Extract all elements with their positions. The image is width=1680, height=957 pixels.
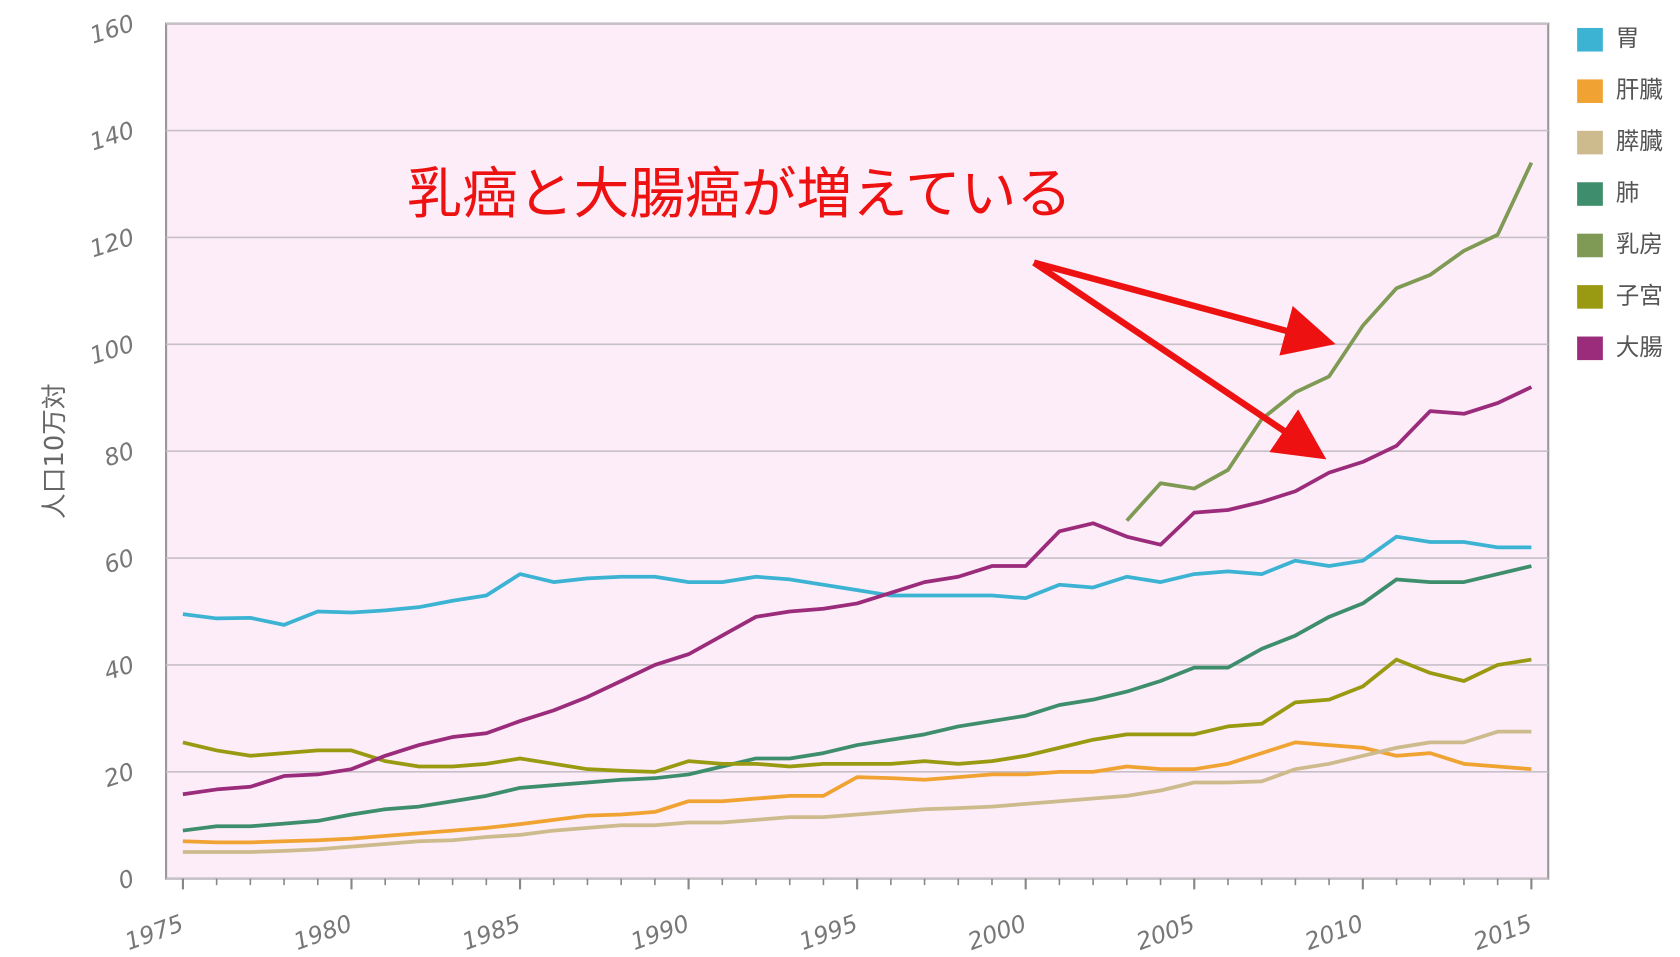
legend-swatch	[1577, 79, 1603, 103]
series-line	[182, 657, 1532, 774]
series-line	[182, 564, 1532, 833]
legend-label: 胃	[1616, 24, 1640, 52]
y-tick-label: 40	[101, 650, 138, 686]
x-tick-label: 2010	[1301, 909, 1367, 956]
series-line	[182, 385, 1533, 797]
series-line	[182, 740, 1532, 845]
y-tick-label: 100	[86, 330, 137, 371]
y-tick-label: 20	[101, 757, 138, 793]
legend-swatch	[1577, 27, 1603, 52]
x-tick-label: 1980	[290, 909, 356, 956]
x-tick-label: 2000	[964, 909, 1030, 956]
x-tick-label: 2015	[1470, 909, 1536, 956]
y-tick-label: 80	[101, 436, 138, 472]
legend-label: 大腸	[1616, 333, 1663, 361]
legend-swatch	[1577, 336, 1603, 361]
x-tick-label: 1985	[458, 909, 524, 956]
series-line	[182, 534, 1532, 627]
x-tick-label: 2005	[1133, 909, 1199, 956]
arrow	[1032, 259, 1327, 460]
legend-label: 子宮	[1616, 281, 1663, 309]
legend-swatch	[1577, 182, 1603, 206]
legend-swatch	[1577, 285, 1603, 309]
x-tick-label: 1975	[121, 909, 187, 956]
y-tick-label: 0	[115, 864, 138, 895]
annotation: 乳癌と大腸癌が増えている	[406, 162, 1072, 227]
series-line	[182, 729, 1532, 854]
legend-label: 乳房	[1616, 230, 1663, 258]
x-tick-label: 1990	[627, 909, 693, 956]
y-axis-label: 人口10万対	[40, 383, 70, 519]
legend-label: 肺	[1616, 179, 1640, 207]
y-tick-label: 140	[86, 116, 137, 157]
y-tick-label: 60	[101, 543, 138, 579]
legend-swatch	[1577, 233, 1603, 258]
y-tick-label: 120	[86, 223, 137, 264]
x-tick-label: 1995	[795, 909, 861, 956]
legend-label: 肝臓	[1616, 76, 1664, 104]
arrow	[1033, 259, 1336, 356]
legend-swatch	[1577, 130, 1603, 155]
legend-label: 膵臓	[1616, 127, 1664, 155]
y-tick-label: 160	[86, 9, 137, 50]
series-line	[1125, 161, 1534, 522]
